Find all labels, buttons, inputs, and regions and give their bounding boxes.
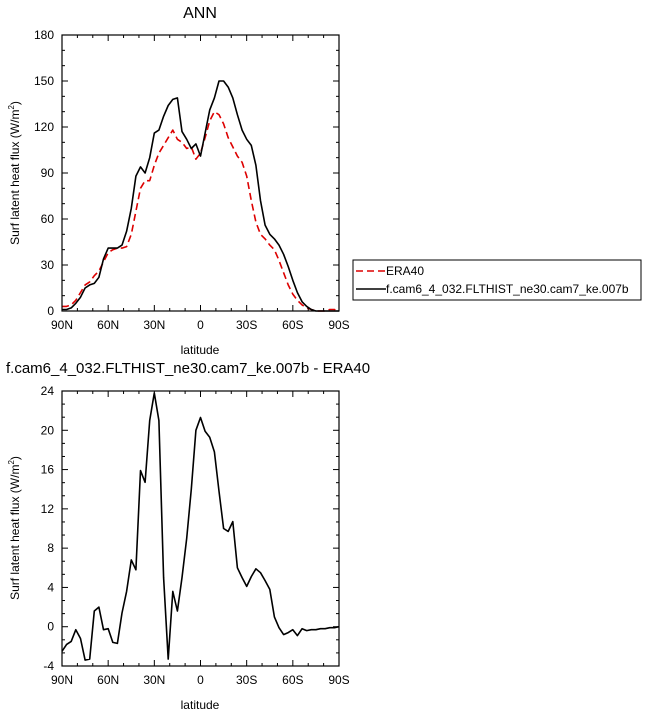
bottom-plot-frame [61, 390, 340, 667]
top-ytick-label: 60 [41, 212, 55, 226]
top-series-line-1 [62, 80, 339, 312]
bottom-xtick-label: 90N [51, 673, 73, 687]
legend-box [352, 259, 642, 301]
top-xtick-label: 90S [328, 318, 349, 332]
bottom-ytick-label: 4 [47, 580, 54, 594]
top-chart-title: ANN [183, 5, 217, 22]
top-xtick-label: 30S [236, 318, 257, 332]
bottom-x-axis-label: latitude [181, 698, 220, 712]
legend: ERA40 f.cam6_4_032.FLTHIST_ne30.cam7_ke.… [352, 259, 642, 301]
top-ytick-label: 30 [41, 258, 55, 272]
top-plot-frame [61, 34, 340, 312]
top-ytick-label: 150 [34, 74, 54, 88]
bottom-chart-title: f.cam6_4_032.FLTHIST_ne30.cam7_ke.007b -… [6, 360, 370, 377]
bottom-xtick-label: 60N [97, 673, 119, 687]
bottom-ytick-label: 0 [47, 620, 54, 634]
top-xtick-label: 60S [282, 318, 303, 332]
bottom-ytick-label: 24 [41, 384, 55, 398]
legend-label-model: f.cam6_4_032.FLTHIST_ne30.cam7_ke.007b [386, 282, 629, 296]
top-xtick-label: 90N [51, 318, 73, 332]
top-series-line-0 [62, 110, 340, 312]
bottom-xtick-label: 0 [197, 673, 204, 687]
top-xtick-label: 0 [197, 318, 204, 332]
bottom-ytick-label: 16 [41, 463, 55, 477]
bottom-ytick-label: -4 [43, 659, 54, 673]
bottom-xtick-label: 30N [143, 673, 165, 687]
bottom-xtick-label: 30S [236, 673, 257, 687]
bottom-series-line-0 [61, 392, 340, 661]
bottom-xtick-label: 60S [282, 673, 303, 687]
top-xtick-label: 30N [143, 318, 165, 332]
legend-label-era40: ERA40 [386, 264, 424, 278]
top-ytick-label: 120 [34, 120, 54, 134]
bottom-y-axis-label: Surf latent heat flux (W/m2) [7, 456, 22, 600]
top-xtick-label: 60N [97, 318, 119, 332]
top-x-axis-label: latitude [181, 343, 220, 357]
chart-bottom: f.cam6_4_032.FLTHIST_ne30.cam7_ke.007b -… [6, 360, 370, 712]
chart-top: ANN 90N 60N 30N 0 30S 60S 90S 0 30 60 90 120 150 180… [7, 5, 642, 357]
bottom-xtick-label: 90S [328, 673, 349, 687]
bottom-ytick-label: 8 [47, 541, 54, 555]
top-ytick-label: 90 [41, 166, 55, 180]
top-y-axis-label: Surf latent heat flux (W/m2) [7, 101, 22, 245]
top-ytick-label: 0 [47, 304, 54, 318]
bottom-ytick-label: 12 [41, 502, 55, 516]
top-ytick-label: 180 [34, 28, 54, 42]
bottom-ytick-label: 20 [41, 423, 55, 437]
